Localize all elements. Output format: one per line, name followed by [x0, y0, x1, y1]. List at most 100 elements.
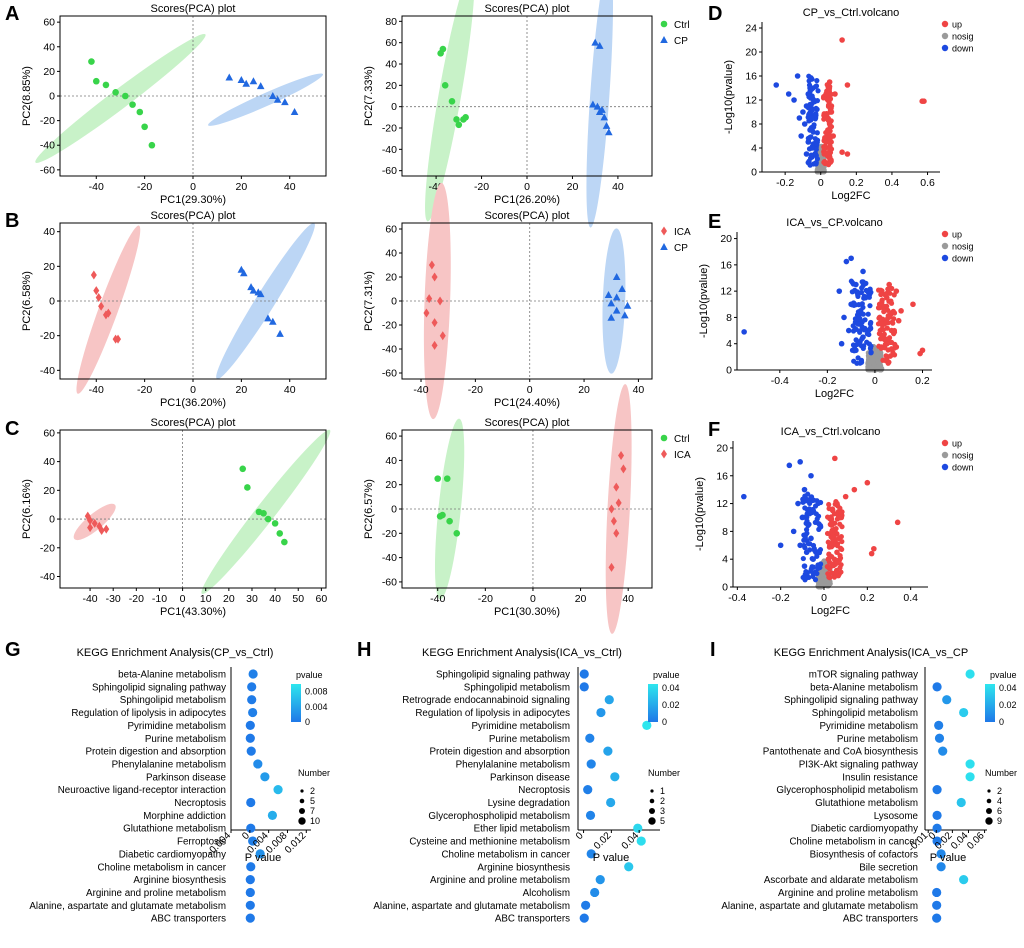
down-point [741, 493, 747, 500]
up-point [827, 575, 833, 581]
up-point [878, 345, 884, 351]
down-point [810, 570, 816, 576]
enrichment-dot [246, 797, 256, 808]
down-point [814, 141, 820, 148]
pathway-label: Parkinson disease [490, 772, 571, 783]
up-point [886, 281, 892, 288]
y-tick-label: -20 [382, 528, 397, 540]
y-tick-label: 0 [722, 582, 728, 594]
down-point [815, 88, 821, 94]
pathway-label: Alanine, aspartate and glutamate metabol… [29, 901, 226, 912]
down-point [799, 514, 806, 521]
legend-marker-down [941, 254, 949, 262]
pca-title: Scores(PCA) plot [485, 210, 570, 222]
y-tick-label: 16 [745, 71, 757, 83]
pathway-label: Ascorbate and aldarate metabolism [764, 875, 918, 886]
size-legend-dot [985, 817, 993, 825]
down-point [860, 268, 866, 275]
down-point [794, 73, 801, 79]
pca-point-ica [431, 340, 438, 350]
pathway-label: Necroptosis [518, 785, 570, 796]
pca-point-ica [93, 286, 100, 296]
enrichment-dot [579, 669, 589, 679]
y-tick-label: 20 [385, 80, 397, 92]
up-point [842, 493, 849, 500]
enrichment-dot [636, 836, 646, 846]
enrichment-dot [934, 733, 945, 743]
down-point [803, 569, 809, 575]
enrichment-dot [595, 875, 605, 885]
x-tick-label: 0.2 [849, 177, 864, 189]
y-tick-label: 20 [716, 442, 728, 454]
pca-title: Scores(PCA) plot [151, 417, 236, 429]
pca-point-ica2 [264, 515, 272, 523]
down-point [859, 301, 865, 307]
y-tick-label: 20 [43, 485, 55, 497]
legend-label: up [952, 20, 962, 30]
y-tick-label: 0 [391, 504, 397, 516]
size-legend-dot [987, 789, 991, 793]
down-point [802, 534, 808, 541]
up-point [832, 91, 838, 97]
y-tick-label: 8 [726, 312, 732, 324]
y-tick-label: 40 [43, 226, 55, 238]
y-tick-label: 40 [43, 41, 55, 53]
x-tick-label: 0.2 [860, 592, 875, 604]
x-tick-label: -20 [478, 593, 493, 605]
down-point [807, 85, 813, 91]
down-point [795, 500, 801, 507]
nosig-point [820, 580, 826, 586]
enrichment-dot [932, 785, 942, 795]
down-point [806, 78, 812, 84]
up-point [829, 507, 836, 514]
up-point [826, 154, 832, 161]
pca-title: Scores(PCA) plot [485, 3, 570, 15]
panel-letter: I [710, 639, 716, 661]
x-tick-label: 40 [612, 181, 624, 193]
up-point [832, 455, 838, 462]
legend-label: nosig [952, 32, 974, 42]
y-tick-label: -20 [382, 123, 397, 135]
pca-point-cp [249, 286, 258, 294]
up-point [826, 79, 833, 85]
pathway-label: Sphingolipid metabolism [120, 695, 226, 706]
size-legend-dot [986, 808, 992, 814]
x-tick-label: 0 [527, 384, 533, 396]
up-point [885, 315, 891, 321]
pca-point-ctrl [441, 82, 449, 89]
pathway-label: Cysteine and methionine metabolism [409, 837, 570, 848]
x-tick-label: 30 [246, 593, 258, 605]
down-point [809, 107, 815, 113]
down-point [864, 339, 870, 345]
volcano-panel-1: D CP_vs_Ctrl.volcano -0.2 0 0.2 0.4 0.6 0 4 8 12 16… [708, 3, 974, 202]
down-point [867, 325, 874, 331]
x-tick-label: -20 [137, 384, 152, 396]
down-point [786, 462, 793, 469]
size-legend-dot [986, 798, 992, 804]
up-point [884, 356, 890, 362]
down-point [791, 97, 797, 103]
down-point [800, 574, 806, 581]
y-tick-label: 4 [726, 338, 732, 350]
enrichment-dot [245, 733, 255, 743]
enrichment-dot [247, 682, 257, 692]
kegg-panel-3: I KEGG Enrichment Analysis(ICA_vs_CP mTOR … [710, 639, 1017, 925]
volcano-title: ICA_vs_CP.volcano [786, 217, 882, 229]
size-legend-value: 6 [997, 806, 1002, 816]
up-point [830, 133, 836, 139]
pca-point-ctrl [121, 92, 129, 100]
pca-point-ctrl [446, 517, 453, 525]
enrichment-dot [586, 849, 596, 859]
pathway-label: Neuroactive ligand-receptor interaction [58, 785, 226, 796]
pathway-label: Parkinson disease [146, 772, 227, 783]
colorbar-tick-label: 0.02 [662, 700, 680, 710]
x-tick-label: -0.4 [771, 375, 789, 387]
y-tick-label: -40 [40, 571, 55, 583]
y-tick-label: 12 [716, 498, 728, 510]
pca-point-cp [589, 100, 597, 108]
up-point [890, 320, 896, 326]
pathway-label: Glutathione metabolism [123, 824, 226, 835]
legend-label: ICA [674, 450, 691, 461]
x-axis-label: P value [245, 852, 282, 864]
enrichment-dot [932, 810, 942, 820]
